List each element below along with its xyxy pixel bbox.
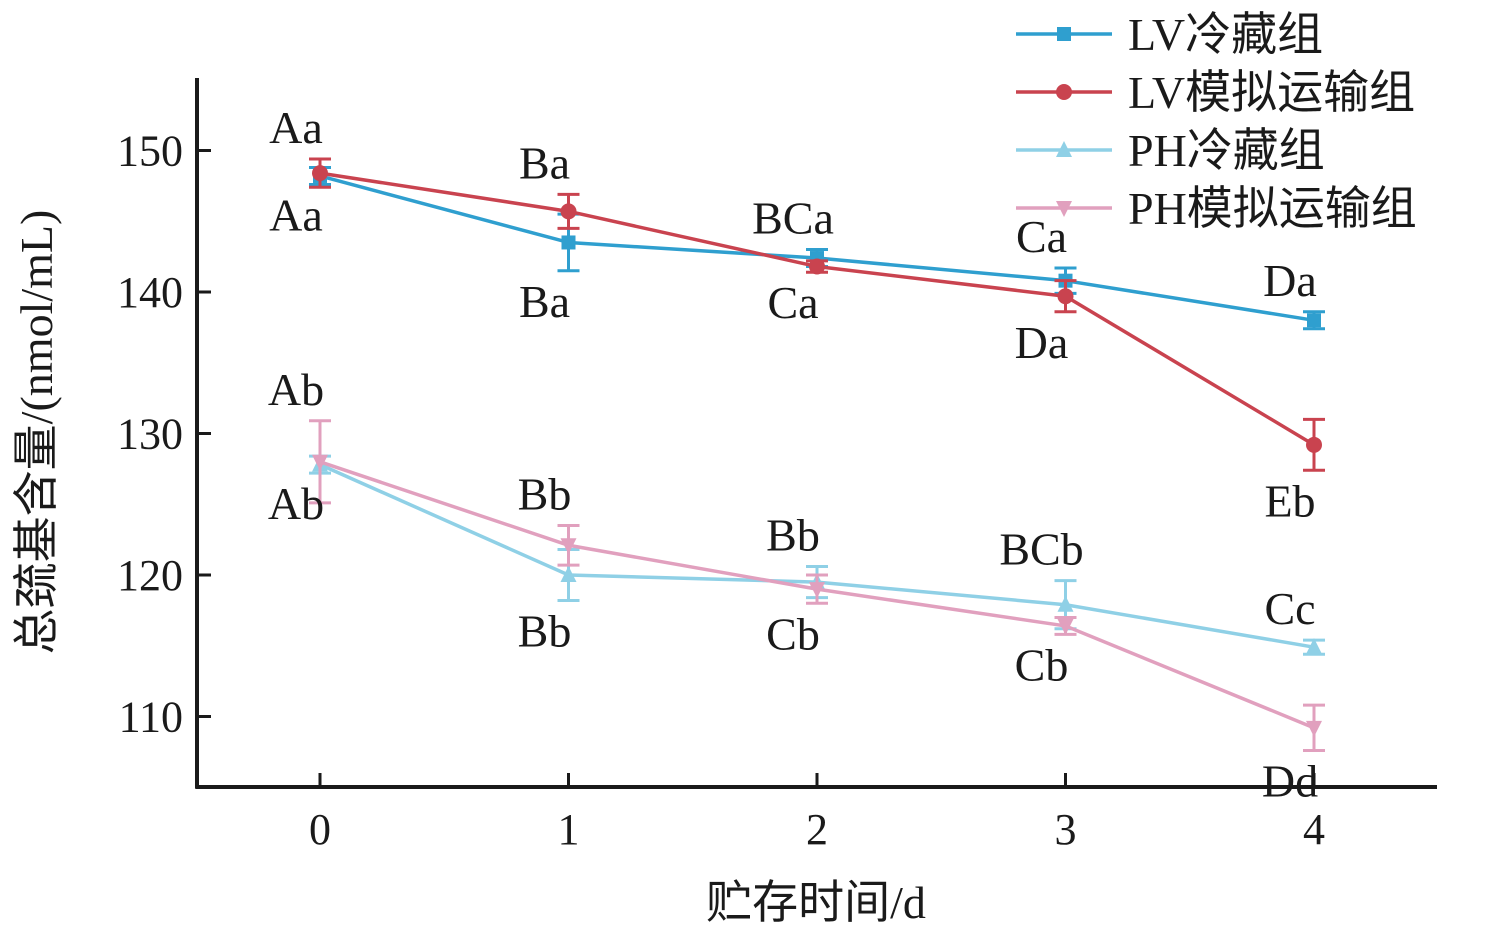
y-axis-label: 总巯基含量/(nmol/mL) xyxy=(11,210,62,655)
marker-square xyxy=(561,235,576,250)
y-tick-label: 140 xyxy=(117,268,183,317)
point-label: Ba xyxy=(519,137,570,188)
point-label: Eb xyxy=(1264,475,1315,526)
marker-triangle-up xyxy=(1056,141,1072,157)
series-3 xyxy=(309,419,1325,752)
marker-triangle-down xyxy=(312,454,328,471)
marker-circle xyxy=(1056,84,1072,100)
point-label: Bb xyxy=(518,468,572,519)
axes: 110 120 130 140 150 0 1 2 3 4 xyxy=(117,78,1437,854)
legend-item-0: LV冷藏组 xyxy=(1016,9,1323,60)
point-label: Bb xyxy=(518,605,572,656)
point-label: Ca xyxy=(1016,211,1067,262)
marker-triangle-down xyxy=(560,538,577,555)
point-labels: Aa Ba BCa Ca Da Aa Ba Ca Da Eb Ab Bb Bb BCb Cc Ab Bb Cb Cb… xyxy=(268,102,1318,806)
marker-square xyxy=(1057,27,1071,41)
point-label: Bb xyxy=(766,510,820,561)
legend-label: PH冷藏组 xyxy=(1128,125,1325,176)
point-label: Aa xyxy=(269,102,323,153)
legend-item-3: PH模拟运输组 xyxy=(1016,183,1417,234)
y-tick-label: 110 xyxy=(119,693,183,742)
series-layer xyxy=(309,157,1325,752)
point-label: Cb xyxy=(766,608,820,659)
point-label: Ab xyxy=(268,478,324,529)
x-tick-label: 1 xyxy=(558,805,580,854)
marker-circle xyxy=(1057,288,1074,305)
marker-triangle-down xyxy=(809,582,825,599)
point-label: Ab xyxy=(268,364,324,415)
y-tick-label: 120 xyxy=(117,551,183,600)
point-label: BCb xyxy=(999,524,1083,575)
marker-triangle-up xyxy=(1057,595,1074,612)
point-label: Ba xyxy=(519,276,570,327)
legend-label: PH模拟运输组 xyxy=(1128,183,1417,234)
x-tick-label: 4 xyxy=(1303,805,1325,854)
point-label: Aa xyxy=(269,189,323,240)
marker-circle xyxy=(1306,436,1322,453)
x-tick-label: 2 xyxy=(806,805,828,854)
y-tick-label: 130 xyxy=(117,410,183,459)
point-label: BCa xyxy=(752,193,834,244)
legend-label: LV冷藏组 xyxy=(1128,9,1323,60)
legend-item-1: LV模拟运输组 xyxy=(1016,67,1415,118)
point-label: Da xyxy=(1263,255,1317,306)
legend: LV冷藏组 LV模拟运输组 PH冷藏组 PH模拟运输组 xyxy=(1016,9,1417,234)
marker-circle xyxy=(560,203,577,220)
point-label: Ca xyxy=(767,277,818,328)
point-label: Cb xyxy=(1015,639,1069,690)
marker-circle xyxy=(809,258,825,275)
series-1 xyxy=(309,157,1325,472)
marker-square xyxy=(1307,313,1321,328)
legend-label: LV模拟运输组 xyxy=(1128,67,1415,118)
point-label: Cc xyxy=(1264,583,1315,634)
legend-item-2: PH冷藏组 xyxy=(1016,125,1325,176)
marker-triangle-down xyxy=(1306,720,1322,737)
marker-circle xyxy=(312,165,328,182)
x-axis-label: 贮存时间/d xyxy=(706,877,926,928)
point-label: Dd xyxy=(1262,755,1318,806)
marker-triangle-up xyxy=(560,566,577,582)
marker-triangle-down xyxy=(1057,618,1074,635)
point-label: Da xyxy=(1015,317,1069,368)
x-tick-label: 3 xyxy=(1055,805,1077,854)
y-tick-label: 150 xyxy=(117,127,183,176)
marker-triangle-up xyxy=(1306,638,1322,655)
marker-triangle-down xyxy=(1056,201,1072,217)
x-tick-label: 0 xyxy=(309,805,331,854)
